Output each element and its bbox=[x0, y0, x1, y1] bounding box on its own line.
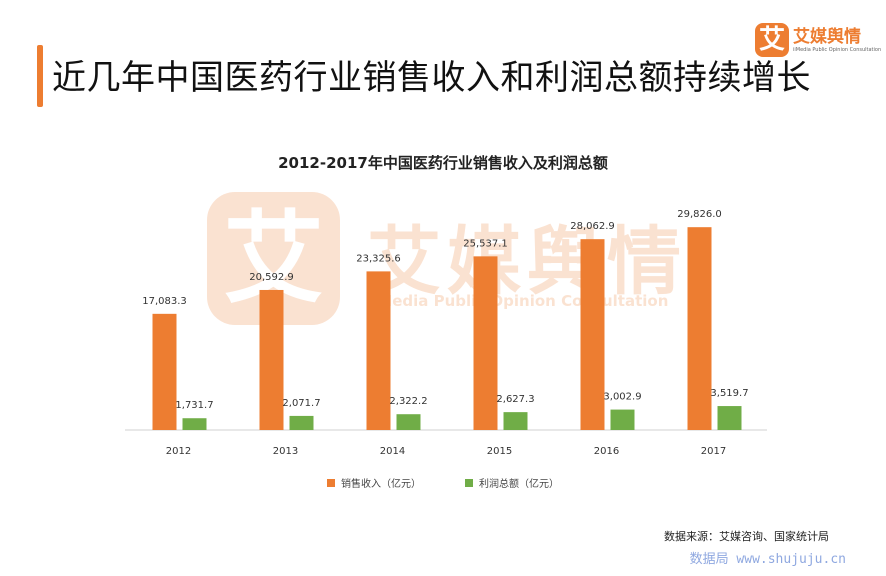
bar-profit-2015 bbox=[503, 412, 528, 430]
x-tick-label-2017: 2017 bbox=[701, 446, 726, 457]
data-label-profit-2017: 3,519.7 bbox=[710, 388, 748, 399]
title-accent-bar bbox=[37, 45, 43, 107]
x-tick-label-2015: 2015 bbox=[487, 446, 512, 457]
x-tick-label-2013: 2013 bbox=[273, 446, 298, 457]
bar-sales-2017 bbox=[687, 227, 712, 430]
data-label-sales-2015: 25,537.1 bbox=[463, 238, 508, 249]
x-tick-label-2012: 2012 bbox=[166, 446, 191, 457]
bar-sales-2015 bbox=[473, 256, 498, 430]
x-tick-label-2014: 2014 bbox=[380, 446, 405, 457]
legend-label-sales: 销售收入（亿元） bbox=[341, 479, 421, 490]
data-label-profit-2012: 1,731.7 bbox=[175, 400, 213, 411]
logo-mark-icon: 艾 bbox=[755, 23, 789, 57]
site-watermark: 数据局 www.shujuju.cn bbox=[689, 552, 846, 567]
data-label-sales-2012: 17,083.3 bbox=[142, 296, 187, 307]
data-label-sales-2016: 28,062.9 bbox=[570, 221, 615, 232]
x-tick-label-2016: 2016 bbox=[594, 446, 619, 457]
legend-label-profit: 利润总额（亿元） bbox=[479, 479, 559, 490]
bar-profit-2014 bbox=[396, 414, 421, 430]
chart-title: 2012-2017年中国医药行业销售收入及利润总额 bbox=[278, 154, 608, 172]
legend-item-profit: 利润总额（亿元） bbox=[465, 475, 559, 490]
data-label-sales-2014: 23,325.6 bbox=[356, 253, 401, 264]
data-label-profit-2014: 2,322.2 bbox=[389, 396, 427, 407]
chart-legend: 销售收入（亿元） 利润总额（亿元） bbox=[0, 475, 886, 490]
bar-profit-2017 bbox=[717, 406, 742, 430]
logo-text: 艾媒舆情 iiMedia Public Opinion Consultation bbox=[793, 27, 881, 53]
bar-sales-2016 bbox=[580, 239, 605, 430]
bar-profit-2012 bbox=[182, 418, 207, 430]
logo-tagline: iiMedia Public Opinion Consultation bbox=[793, 47, 882, 53]
data-label-profit-2016: 3,002.9 bbox=[603, 392, 641, 403]
page-title: 近几年中国医药行业销售收入和利润总额持续增长 bbox=[52, 58, 811, 98]
data-label-profit-2013: 2,071.7 bbox=[282, 398, 320, 409]
legend-swatch-profit bbox=[465, 478, 473, 487]
brand-logo: 艾 艾媒舆情 iiMedia Public Opinion Consultati… bbox=[755, 22, 881, 58]
bar-profit-2013 bbox=[289, 415, 314, 430]
bar-sales-2013 bbox=[259, 289, 284, 430]
legend-swatch-sales bbox=[327, 478, 335, 487]
bar-sales-2014 bbox=[366, 271, 391, 430]
bar-sales-2012 bbox=[152, 313, 177, 430]
legend-item-sales: 销售收入（亿元） bbox=[327, 475, 421, 490]
data-source: 数据来源：艾媒咨询、国家统计局 bbox=[664, 530, 829, 543]
data-label-sales-2013: 20,592.9 bbox=[249, 272, 294, 283]
bar-profit-2016 bbox=[610, 409, 635, 430]
logo-name: 艾媒舆情 bbox=[793, 27, 861, 47]
data-label-profit-2015: 2,627.3 bbox=[496, 394, 534, 405]
data-label-sales-2017: 29,826.0 bbox=[677, 209, 722, 220]
